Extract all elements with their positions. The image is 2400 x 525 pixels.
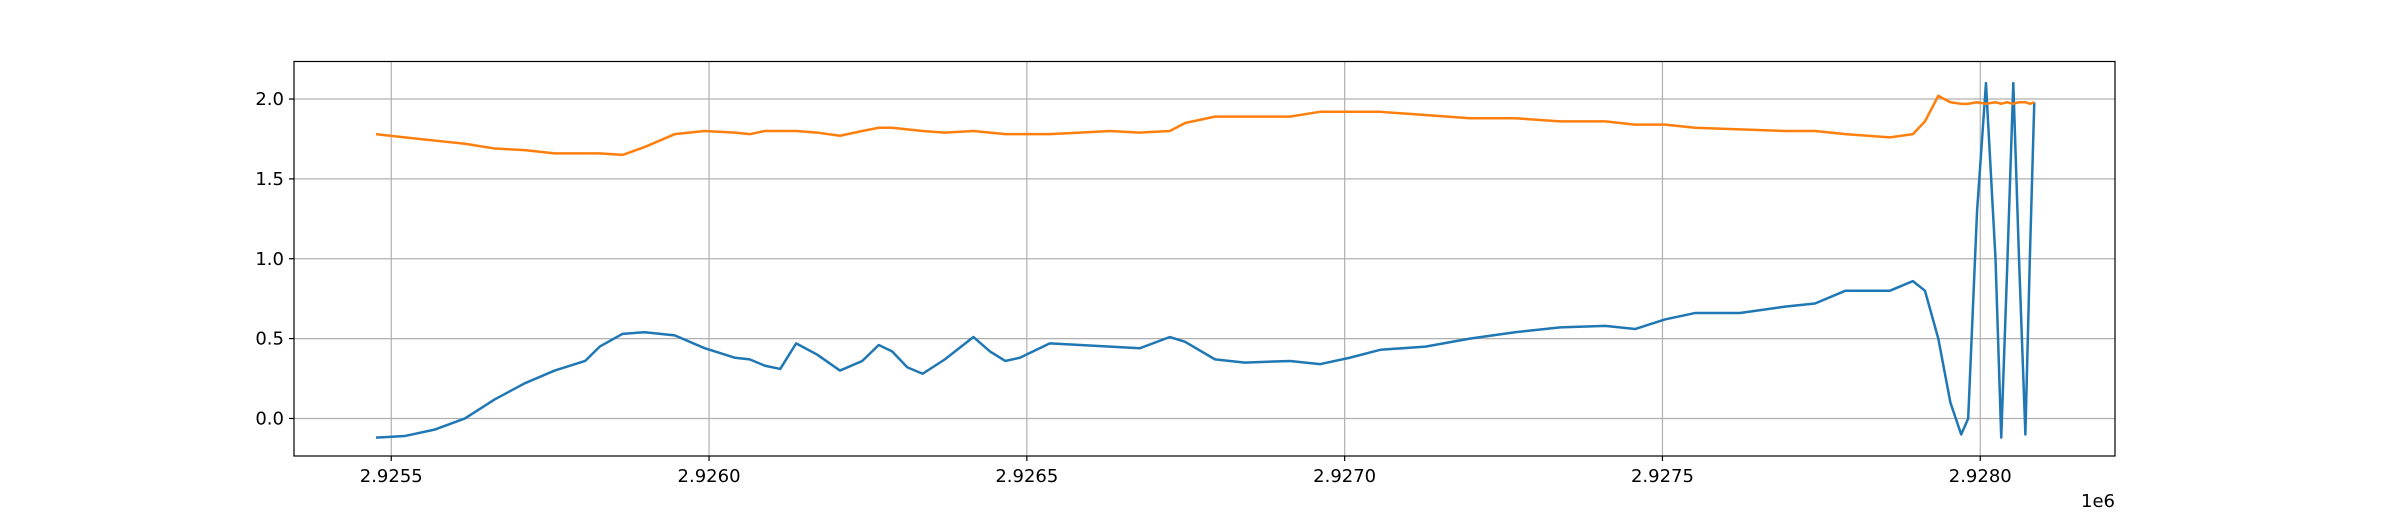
x-tick-label: 2.9255 bbox=[360, 466, 423, 487]
y-tick-label: 0.0 bbox=[255, 408, 284, 429]
x-tick-label: 2.9270 bbox=[1313, 466, 1376, 487]
y-tick-label: 2.0 bbox=[255, 89, 284, 110]
x-tick-label: 2.9265 bbox=[995, 466, 1058, 487]
series-line bbox=[375, 94, 2035, 157]
x-tick-label: 2.9280 bbox=[1949, 466, 2012, 487]
x-tick-label: 2.9260 bbox=[678, 466, 741, 487]
x-offset-label: 1e6 bbox=[2081, 491, 2115, 512]
y-tick-label: 1.5 bbox=[255, 169, 284, 190]
x-tick-label: 2.9275 bbox=[1631, 466, 1694, 487]
y-tick-label: 0.5 bbox=[255, 329, 284, 350]
y-tick-label: 1.0 bbox=[255, 249, 284, 270]
plot-frame bbox=[293, 60, 2116, 457]
series-line bbox=[375, 81, 2036, 439]
